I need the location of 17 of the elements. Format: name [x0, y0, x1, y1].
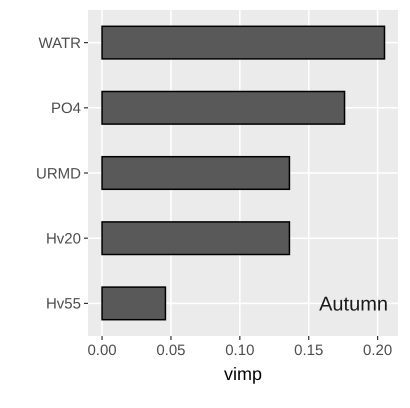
y-tick-label: Hv20	[46, 230, 81, 248]
y-tick-label: Hv55	[46, 296, 81, 313]
x-tick-label: 0.10	[225, 342, 254, 359]
bar	[101, 221, 290, 256]
bar	[101, 90, 346, 125]
bar	[101, 156, 290, 190]
x-tick-label: 0.15	[294, 342, 324, 359]
x-tick-label: 0.05	[156, 342, 186, 359]
annotation: Autumn	[319, 293, 388, 316]
bar	[101, 286, 166, 320]
x-tick-label: 0.00	[87, 342, 117, 359]
y-tick-label: URMD	[36, 165, 82, 182]
bar	[101, 26, 386, 60]
x-tick-label: 0.20	[363, 342, 392, 359]
x-axis-title: vimp	[224, 364, 262, 384]
y-tick-label: PO4	[50, 100, 81, 118]
y-tick-label: WATR	[38, 34, 82, 52]
